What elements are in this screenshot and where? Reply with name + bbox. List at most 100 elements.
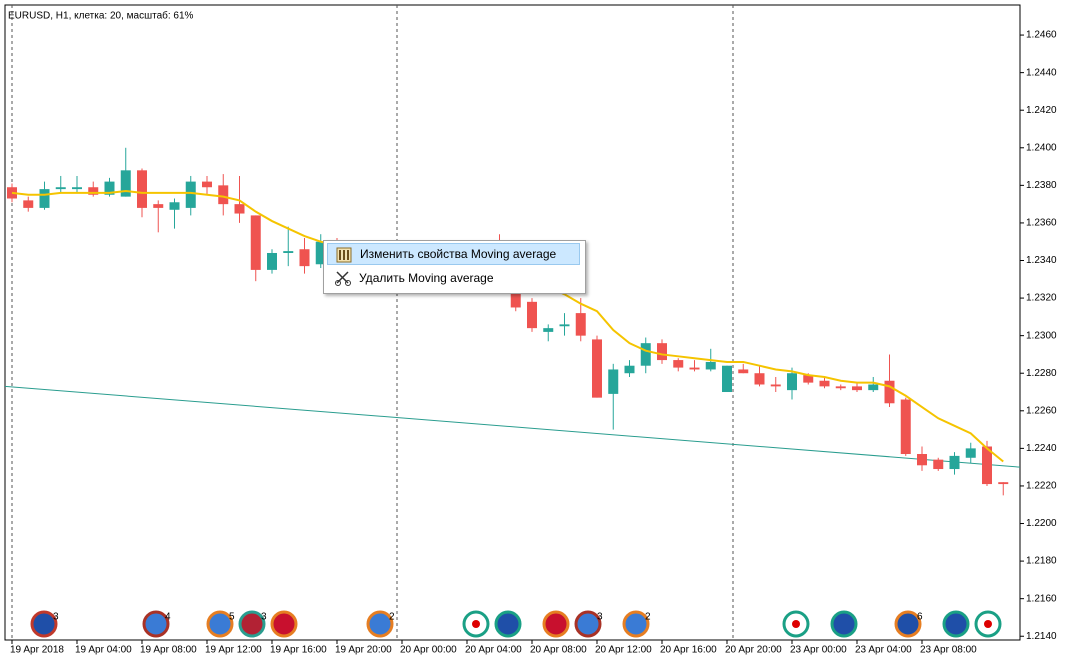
candle-body	[819, 380, 830, 387]
candle-body	[250, 215, 261, 270]
candle-body	[72, 187, 82, 190]
context-menu: Изменить свойства Moving average Удалить…	[323, 240, 586, 294]
y-tick-label: 1.2280	[1026, 368, 1057, 379]
candle-body	[624, 365, 635, 374]
candle-body	[884, 380, 895, 404]
event-badge: 4	[165, 612, 171, 623]
candle-body	[543, 328, 554, 332]
y-tick-label: 1.2140	[1026, 631, 1057, 642]
event-icon	[574, 610, 602, 638]
event-icon-dot	[472, 620, 480, 628]
menu-item-label: Удалить Moving average	[359, 271, 494, 285]
candle-body	[982, 446, 992, 485]
candle-body	[315, 241, 326, 265]
candle-body	[835, 386, 846, 389]
chart-title: EURUSD, H1, клетка: 20, масштаб: 61%	[8, 10, 194, 22]
y-tick-label: 1.2380	[1026, 180, 1057, 191]
y-tick-label: 1.2300	[1026, 330, 1057, 341]
candle-body	[267, 252, 277, 270]
y-tick-label: 1.2320	[1026, 293, 1057, 304]
event-icon	[206, 610, 234, 638]
event-icon	[542, 610, 570, 638]
y-tick-label: 1.2260	[1026, 405, 1057, 416]
candle-body	[120, 170, 131, 197]
menu-item[interactable]: Удалить Moving average	[327, 267, 580, 289]
event-icon	[142, 610, 170, 638]
candle-body	[689, 367, 700, 370]
candle-body	[738, 369, 749, 374]
candle-body	[592, 339, 602, 398]
x-tick-label: 20 Apr 20:00	[725, 645, 782, 656]
x-tick-label: 20 Apr 00:00	[400, 645, 457, 656]
y-tick-label: 1.2420	[1026, 105, 1057, 116]
x-tick-label: 19 Apr 16:00	[270, 645, 327, 656]
plot-frame	[4, 4, 1021, 641]
candle-body	[949, 455, 960, 470]
y-tick-label: 1.2180	[1026, 556, 1057, 567]
candle-body	[608, 369, 619, 394]
trend-line	[4, 385, 1021, 468]
candle-body	[39, 189, 50, 208]
event-badge: 2	[389, 612, 395, 623]
y-tick-label: 1.2200	[1026, 518, 1057, 529]
y-tick-label: 1.2340	[1026, 255, 1057, 266]
x-tick-label: 23 Apr 04:00	[855, 645, 912, 656]
candle-body	[234, 204, 245, 214]
candle-body	[803, 375, 814, 383]
x-tick-label: 23 Apr 00:00	[790, 645, 847, 656]
event-badge: 5	[229, 612, 235, 623]
event-icon-dot	[984, 620, 992, 628]
candle-body	[722, 365, 732, 393]
candle-body	[933, 459, 944, 470]
candle-body	[559, 324, 570, 327]
menu-item[interactable]: Изменить свойства Moving average	[327, 243, 580, 265]
candle-body	[137, 170, 147, 208]
candle-body	[575, 313, 586, 336]
x-tick-label: 20 Apr 12:00	[595, 645, 652, 656]
event-icon	[494, 610, 522, 638]
candle-body	[787, 373, 797, 391]
candle-body	[770, 384, 781, 387]
candle-body	[852, 386, 862, 391]
candle-body	[23, 200, 34, 208]
candle-body	[673, 360, 684, 368]
candle-body	[218, 185, 229, 205]
event-badge: 3	[53, 612, 59, 623]
candle-body	[202, 181, 212, 188]
candle-body	[900, 399, 911, 455]
properties-icon	[336, 247, 352, 263]
y-tick-label: 1.2360	[1026, 218, 1057, 229]
candle-body	[657, 343, 667, 361]
menu-item-label: Изменить свойства Moving average	[360, 247, 557, 261]
candle-body	[868, 384, 879, 391]
event-icon	[270, 610, 298, 638]
candle-body	[640, 343, 651, 366]
x-tick-label: 19 Apr 04:00	[75, 645, 132, 656]
event-icon	[238, 610, 266, 638]
candle-body	[88, 187, 99, 195]
y-tick-label: 1.2440	[1026, 67, 1057, 78]
candle-body	[917, 454, 927, 466]
y-tick-label: 1.2240	[1026, 443, 1057, 454]
event-icon	[622, 610, 650, 638]
x-tick-label: 19 Apr 2018	[10, 645, 64, 656]
candle-body	[169, 202, 180, 210]
candle-body	[55, 187, 66, 190]
y-tick-label: 1.2160	[1026, 593, 1057, 604]
candle-body	[283, 251, 294, 253]
x-tick-label: 20 Apr 16:00	[660, 645, 717, 656]
candle-body	[998, 482, 1009, 485]
candle-body	[527, 301, 537, 329]
event-icon	[894, 610, 922, 638]
x-tick-label: 19 Apr 12:00	[205, 645, 262, 656]
candle-body	[104, 181, 115, 195]
event-icon	[366, 610, 394, 638]
candle-body	[754, 373, 765, 385]
candle-body	[965, 448, 976, 458]
x-tick-label: 19 Apr 08:00	[140, 645, 197, 656]
event-icon	[30, 610, 58, 638]
delete-icon	[335, 271, 351, 286]
candle-body	[510, 286, 521, 308]
